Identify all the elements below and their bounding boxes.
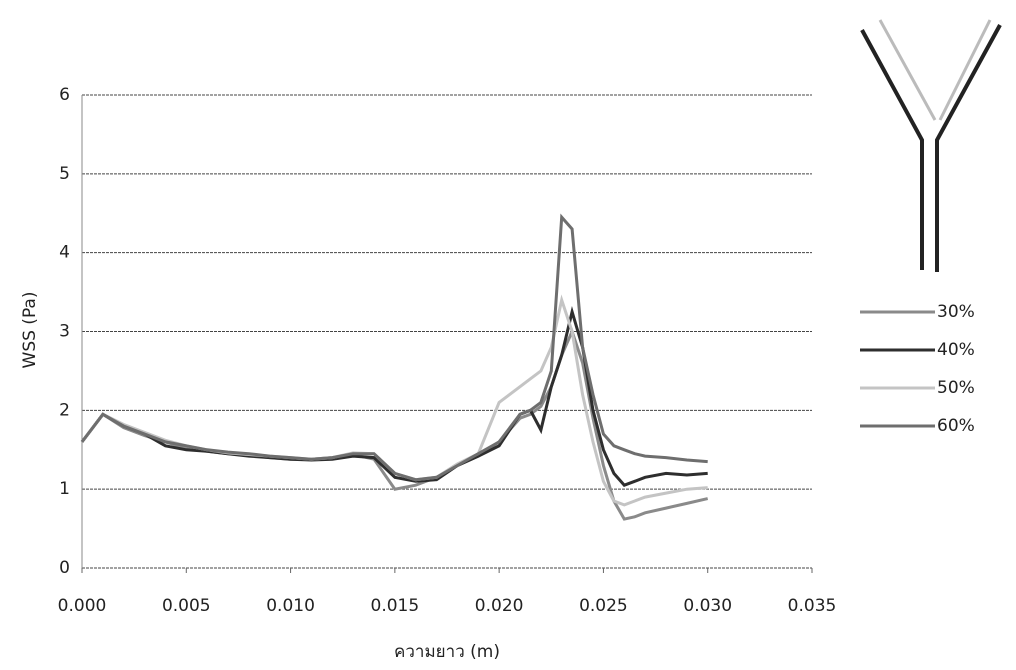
x-tick-label: 0.000	[58, 596, 107, 616]
y-tick-label: 6	[59, 85, 70, 105]
x-tick-label: 0.025	[579, 596, 628, 616]
y-axis-label: WSS (Pa)	[20, 292, 40, 369]
x-tick-label: 0.035	[788, 596, 837, 616]
y-tick-label: 1	[59, 479, 70, 499]
y-icon	[860, 19, 1002, 272]
x-tick-label: 0.015	[371, 596, 420, 616]
series-line	[80, 306, 708, 487]
x-tick-label: 0.010	[266, 596, 315, 616]
legend-label: 40%	[937, 340, 975, 360]
y-tick-label: 4	[59, 243, 70, 263]
series-line	[80, 213, 708, 482]
x-tick-label: 0.005	[162, 596, 211, 616]
x-tick-label: 0.020	[475, 596, 524, 616]
x-tick-label: 0.030	[683, 596, 732, 616]
legend-label: 60%	[937, 416, 975, 436]
y-tick-label: 2	[59, 400, 70, 420]
series-line	[80, 327, 709, 521]
y-tick-label: 3	[59, 322, 70, 342]
x-axis-label: ความยาว (m)	[394, 642, 500, 662]
y-tick-label: 0	[59, 558, 70, 578]
legend-label: 50%	[937, 378, 975, 398]
legend-label: 30%	[937, 302, 975, 322]
y-tick-label: 5	[59, 164, 70, 184]
